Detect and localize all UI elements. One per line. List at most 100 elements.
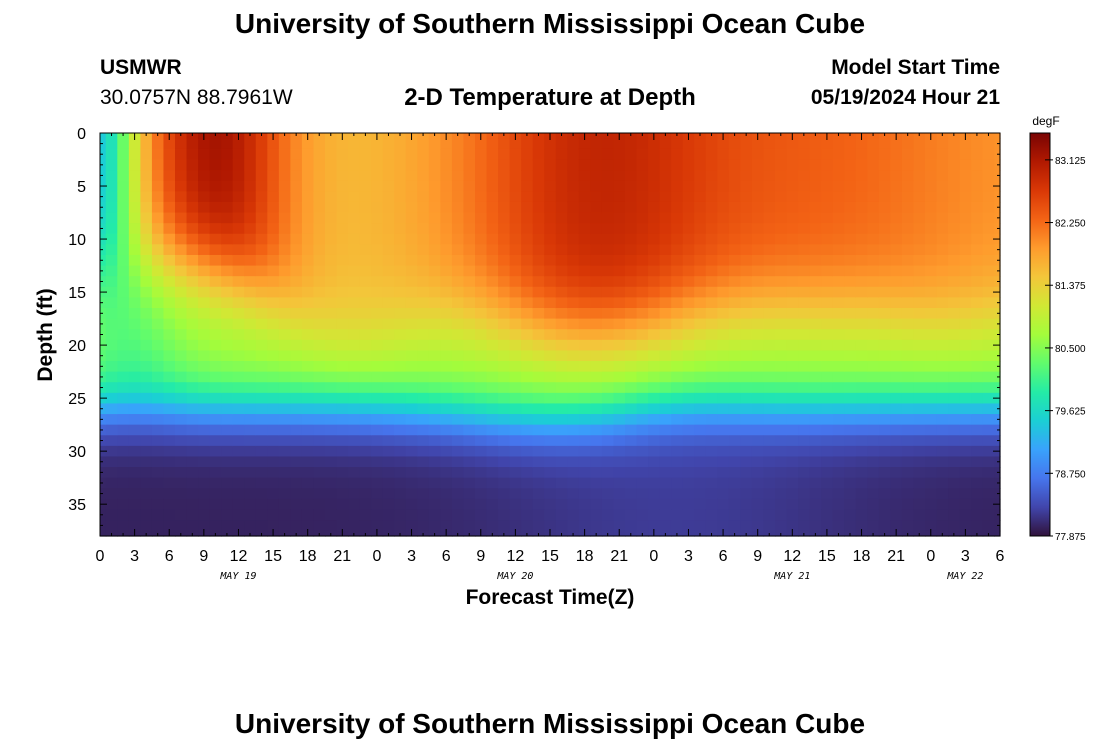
heatmap-cell bbox=[601, 159, 615, 171]
heatmap-cell bbox=[175, 392, 188, 405]
heatmap-cell bbox=[855, 350, 868, 362]
heatmap-cell bbox=[313, 286, 326, 298]
heatmap-cell bbox=[890, 223, 903, 235]
heatmap-cell bbox=[625, 392, 638, 405]
heatmap-cell bbox=[151, 382, 165, 394]
heatmap-cell bbox=[832, 244, 845, 256]
heatmap-cell bbox=[971, 456, 984, 468]
heatmap-cell bbox=[163, 318, 176, 330]
heatmap-cell bbox=[971, 414, 984, 426]
heatmap-cell bbox=[901, 201, 915, 214]
heatmap-cell bbox=[925, 339, 938, 352]
heatmap-cell bbox=[578, 318, 591, 330]
heatmap-cell bbox=[509, 520, 522, 532]
heatmap-cell bbox=[394, 138, 407, 150]
heatmap-cell bbox=[140, 180, 153, 192]
heatmap-cell bbox=[394, 371, 407, 383]
heatmap-cell bbox=[463, 403, 476, 415]
heatmap-cell bbox=[105, 318, 118, 330]
heatmap-cell bbox=[428, 297, 441, 309]
heatmap-cell bbox=[336, 467, 349, 479]
heatmap-cell bbox=[590, 318, 603, 330]
heatmap-cell bbox=[475, 159, 488, 171]
heatmap-cell bbox=[463, 435, 476, 447]
heatmap-cell bbox=[717, 498, 730, 511]
heatmap-cell bbox=[278, 498, 291, 511]
heatmap-cell bbox=[878, 435, 891, 447]
heatmap-cell bbox=[751, 477, 765, 489]
heatmap-cell bbox=[601, 212, 615, 224]
heatmap-cell bbox=[740, 318, 753, 330]
heatmap-cell bbox=[717, 244, 730, 256]
heatmap-cell bbox=[971, 371, 984, 383]
heatmap-cell bbox=[186, 520, 199, 532]
heatmap-cell bbox=[290, 361, 303, 373]
heatmap-cell bbox=[613, 445, 626, 458]
heatmap-cell bbox=[544, 233, 557, 245]
heatmap-cell bbox=[244, 382, 257, 394]
heatmap-cell bbox=[613, 371, 626, 383]
heatmap-cell bbox=[451, 361, 465, 373]
heatmap-cell bbox=[694, 201, 707, 214]
heatmap-cell bbox=[198, 201, 211, 214]
heatmap-cell bbox=[555, 159, 568, 171]
heatmap-cell bbox=[959, 223, 972, 235]
heatmap-cell bbox=[232, 286, 245, 298]
heatmap-cell bbox=[567, 329, 580, 341]
heatmap-cell bbox=[601, 318, 615, 330]
heatmap-cell bbox=[105, 520, 118, 532]
heatmap-cell bbox=[613, 297, 626, 309]
heatmap-cell bbox=[578, 403, 591, 415]
heatmap-cell bbox=[117, 339, 130, 352]
heatmap-cell bbox=[786, 467, 799, 479]
heatmap-cell bbox=[336, 244, 349, 256]
heatmap-cell bbox=[394, 233, 407, 245]
heatmap-cell bbox=[901, 244, 915, 256]
heatmap-cell bbox=[821, 191, 834, 203]
heatmap-cell bbox=[290, 520, 303, 532]
heatmap-cell bbox=[325, 382, 338, 394]
heatmap-cell bbox=[717, 212, 730, 224]
heatmap-cell bbox=[359, 254, 372, 267]
heatmap-cell bbox=[948, 339, 961, 352]
heatmap-cell bbox=[832, 350, 845, 362]
heatmap-cell bbox=[705, 223, 718, 235]
heatmap-cell bbox=[348, 339, 361, 352]
heatmap-cell bbox=[405, 233, 418, 245]
heatmap-cell bbox=[682, 223, 695, 235]
heatmap-cell bbox=[948, 286, 961, 298]
heatmap-cell bbox=[705, 477, 718, 489]
heatmap-cell bbox=[336, 371, 349, 383]
heatmap-cell bbox=[463, 276, 476, 288]
heatmap-cell bbox=[590, 180, 603, 192]
heatmap-cell bbox=[359, 265, 372, 277]
heatmap-cell bbox=[521, 254, 534, 267]
heatmap-cell bbox=[325, 445, 338, 458]
heatmap-cell bbox=[336, 477, 349, 489]
heatmap-cell bbox=[671, 212, 684, 224]
heatmap-cell bbox=[440, 467, 453, 479]
heatmap-cell bbox=[463, 223, 476, 235]
heatmap-cell bbox=[394, 403, 407, 415]
heatmap-cell bbox=[382, 339, 395, 352]
heatmap-cell bbox=[821, 520, 834, 532]
heatmap-cell bbox=[671, 297, 684, 309]
heatmap-cell bbox=[890, 371, 903, 383]
heatmap-cell bbox=[128, 498, 141, 511]
heatmap-cell bbox=[417, 445, 430, 458]
heatmap-cell bbox=[382, 382, 395, 394]
heatmap-cell bbox=[971, 297, 984, 309]
heatmap-cell bbox=[521, 276, 534, 288]
heatmap-cell bbox=[601, 191, 615, 203]
heatmap-cell bbox=[590, 371, 603, 383]
heatmap-cell bbox=[405, 382, 418, 394]
heatmap-cell bbox=[936, 414, 949, 426]
heatmap-cell bbox=[590, 403, 603, 415]
heatmap-cell bbox=[832, 201, 845, 214]
heatmap-cell bbox=[728, 191, 741, 203]
heatmap-cell bbox=[763, 244, 776, 256]
heatmap-cell bbox=[440, 265, 453, 277]
heatmap-cell bbox=[463, 307, 476, 320]
heatmap-cell bbox=[740, 233, 753, 245]
heatmap-cell bbox=[844, 424, 857, 436]
